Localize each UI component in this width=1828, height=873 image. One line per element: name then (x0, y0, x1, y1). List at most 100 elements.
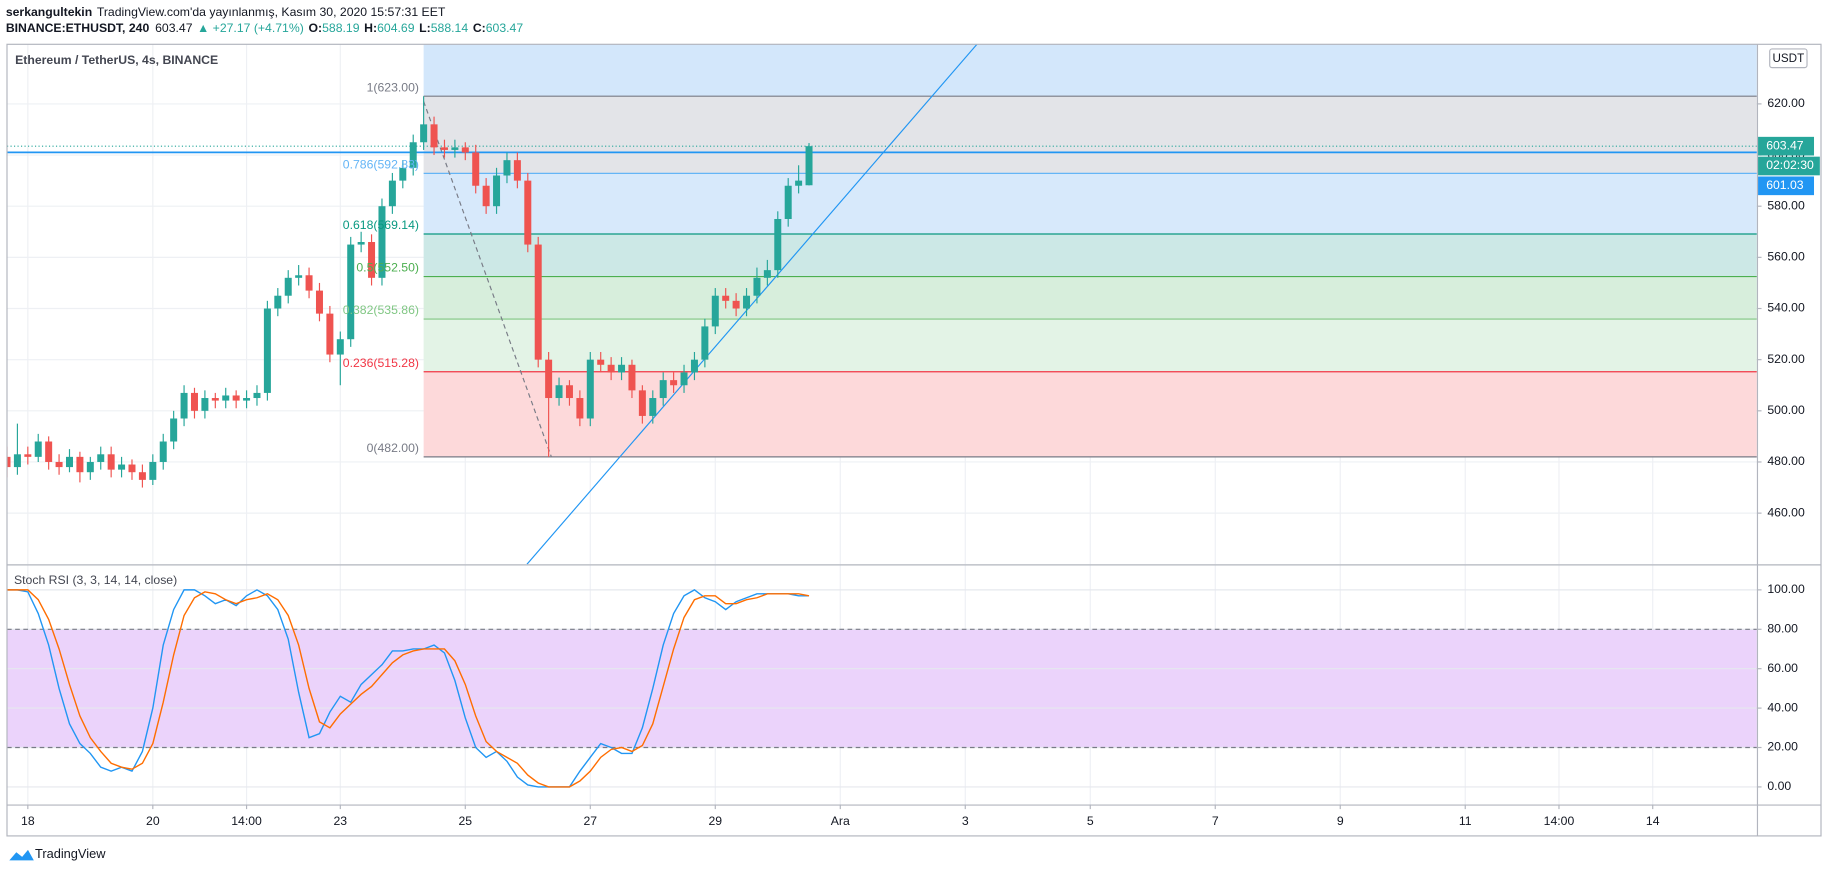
ohlc-value: 588.19 (322, 21, 360, 35)
candle-body (503, 160, 511, 176)
candle-body (170, 418, 178, 442)
candle-body (315, 290, 323, 314)
x-tick-label: 14 (1646, 814, 1660, 828)
x-tick-label: 23 (334, 814, 348, 828)
published: TradingView.com'da yayınlanmış, Kasım 30… (97, 5, 446, 19)
fib-label: 0(482.00) (367, 441, 419, 455)
candle-body (190, 392, 198, 411)
unit-box (1769, 48, 1808, 69)
fib-label: 0.382(535.86) (343, 303, 419, 317)
header-line-2: BINANCE:ETHUSDT, 240 603.47 ▲ +27.17 (+4.7… (6, 21, 524, 35)
candle-body (399, 167, 407, 181)
y-tick-label: 560.00 (1767, 250, 1805, 264)
candle-body (420, 124, 428, 143)
candle-body (534, 244, 542, 360)
candle-body (149, 461, 157, 480)
candle-body (618, 364, 626, 373)
candle-body (607, 364, 615, 373)
candle-body (482, 185, 490, 207)
candle-body (13, 454, 21, 468)
candle-body (243, 398, 251, 401)
candle-body (784, 185, 792, 219)
candle-body (763, 270, 771, 278)
candle-body (586, 359, 594, 419)
fib-zone (423, 319, 1757, 372)
x-tick-label: 20 (146, 814, 160, 828)
fib-label: 0.5(552.50) (356, 261, 419, 275)
candle-body (211, 398, 219, 401)
x-tick-label: Ara (831, 814, 850, 828)
brand: TradingView (35, 846, 106, 861)
author: serkangultekin (6, 5, 92, 19)
countdown-box (1758, 156, 1820, 176)
countdown: 02:02:30 (1766, 158, 1814, 172)
y-tick-label: 580.00 (1767, 198, 1805, 212)
fib-label: 0.236(515.28) (343, 356, 419, 370)
stoch-line (6, 589, 810, 788)
stoch-line (6, 589, 810, 788)
ohlc-key: C: (473, 21, 486, 35)
candle-body (670, 380, 678, 386)
band (6, 629, 1757, 748)
candle-body (722, 295, 730, 301)
main-plot (6, 44, 1757, 565)
fib-zone (423, 276, 1757, 320)
candle-body (555, 385, 563, 399)
unit: USDT (1773, 52, 1805, 65)
candle-body (440, 147, 448, 150)
candle-body (284, 277, 292, 296)
stoch-plot (6, 565, 1757, 805)
candle-body (690, 359, 698, 373)
candle-body (732, 300, 740, 309)
candle-body (513, 160, 521, 181)
candle-body (461, 147, 469, 153)
candle-body (524, 180, 532, 245)
candle-body (430, 124, 438, 148)
candle-body (659, 380, 667, 399)
candle-body (711, 295, 719, 327)
ohlc-key: O: (308, 21, 322, 35)
candle-body (545, 359, 553, 399)
candle-body (649, 398, 657, 416)
y-tick-label: 20.00 (1767, 740, 1798, 754)
overlay: 18 20 14:00 23 25 27 29 Ara 3 5 7 9 11 14:00 14 460.00 4… (21, 80, 1820, 828)
x-tick-label: 18 (21, 814, 35, 828)
candle-body (701, 326, 709, 360)
fib-zone (423, 173, 1757, 234)
candle-body (295, 275, 303, 278)
symbol: BINANCE:ETHUSDT, 240 (6, 21, 150, 35)
trend-line (526, 44, 978, 565)
ohlc-key: H: (364, 21, 377, 35)
candle-body (472, 152, 480, 186)
fib-zone (423, 96, 1757, 174)
candle-body (138, 472, 146, 480)
candle-body (222, 395, 230, 401)
candle-body (159, 441, 167, 462)
fib-zone (423, 371, 1757, 457)
last-price: 603.47 (1766, 138, 1804, 152)
y-tick-label: 100.00 (1767, 582, 1805, 596)
candle-body (128, 464, 136, 473)
x-tick-label: 3 (962, 814, 969, 828)
candle-body (493, 175, 501, 207)
x-tick-label: 9 (1337, 814, 1344, 828)
x-tick-label: 5 (1087, 814, 1094, 828)
candle-body (86, 461, 94, 473)
candle-body (805, 146, 813, 186)
header-line-1: serkangultekin TradingView.com'da yayınla… (6, 5, 446, 19)
candle-body (232, 395, 240, 401)
ohlc-value: 604.69 (377, 21, 415, 35)
candle-body (743, 295, 751, 309)
x-tick-label: 11 (1459, 814, 1472, 828)
line-price: 601.03 (1766, 178, 1804, 192)
candle-body (388, 180, 396, 207)
chart-title: Ethereum / TetherUS, 4s, BINANCE (15, 53, 218, 67)
last-price-box (1758, 136, 1815, 156)
candle-body (24, 454, 32, 457)
logo (9, 849, 34, 861)
candle-body (274, 295, 282, 309)
x-tick-label: 14:00 (1544, 814, 1575, 828)
candle-body (378, 206, 386, 278)
